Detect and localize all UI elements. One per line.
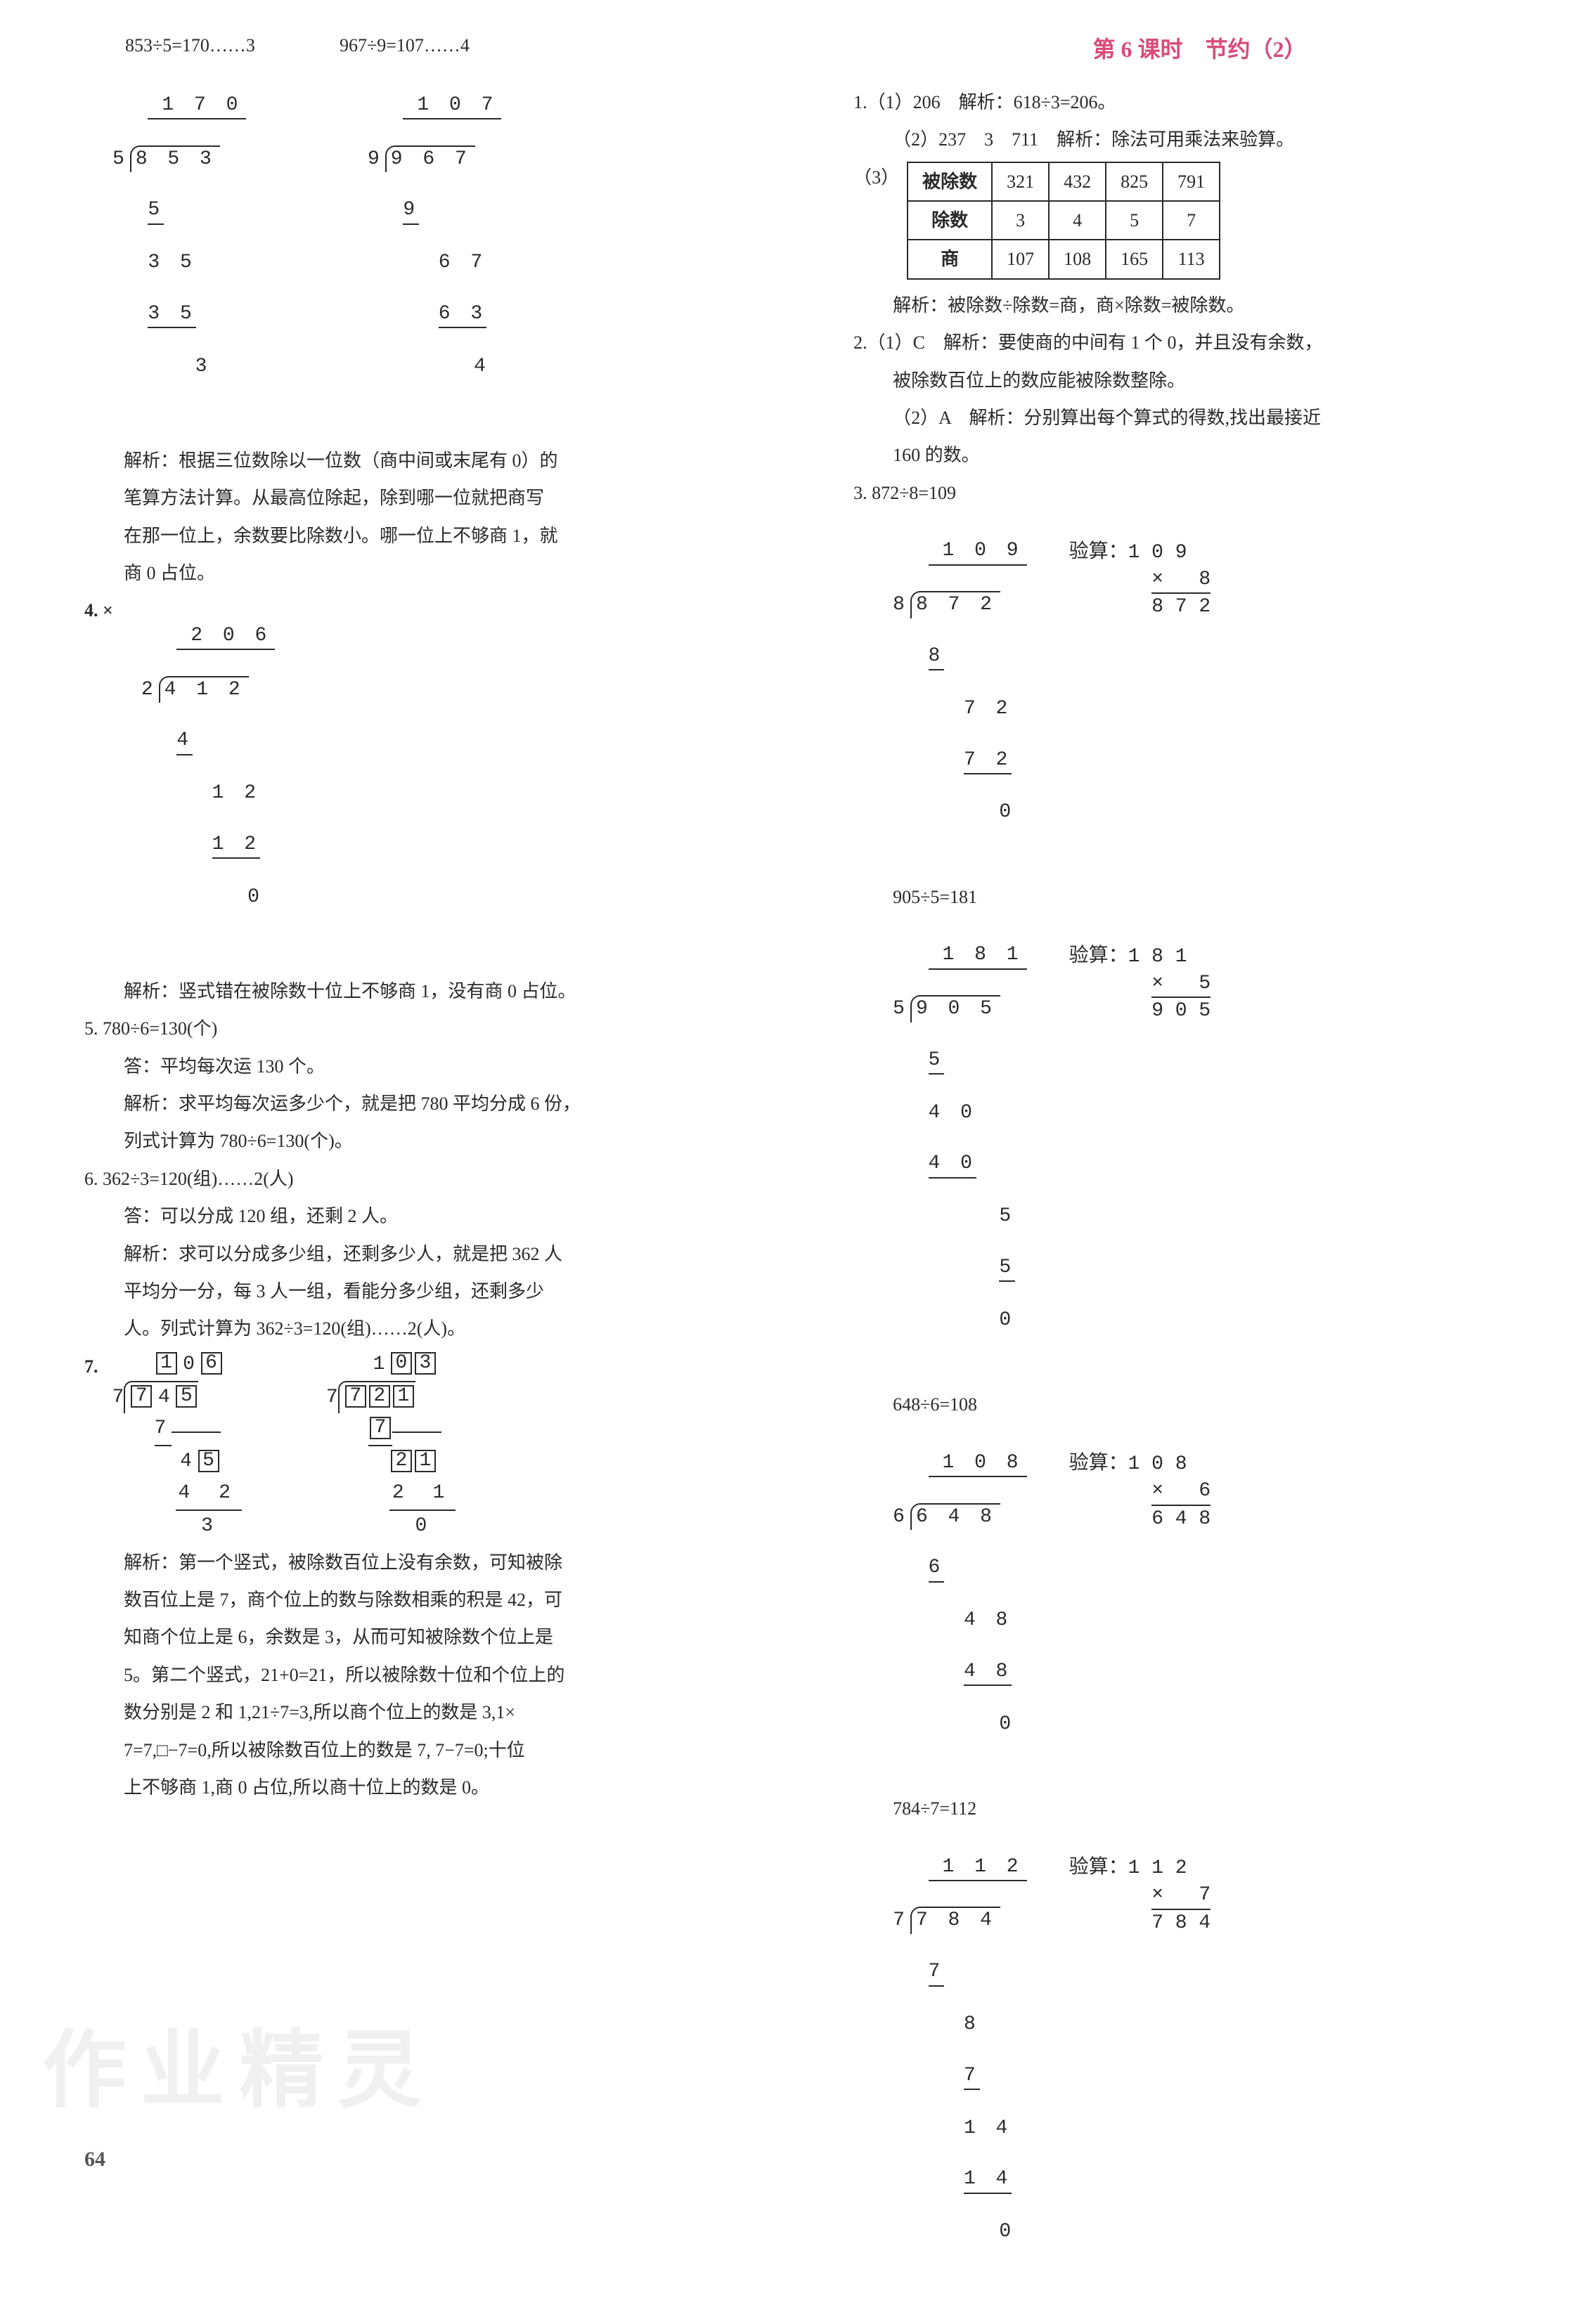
- check-3b: 验算：1 8 1 × 5 9 0 5: [1069, 917, 1211, 1051]
- q6-e: 人。列式计算为 362÷3=120(组)……2(人)。: [84, 1311, 811, 1346]
- q5-a: 5. 780÷6=130(个): [84, 1011, 811, 1046]
- analysis-7-l5: 数分别是 2 和 1,21÷7=3,所以商个位上的数是 3,1×: [84, 1695, 811, 1729]
- q5-c: 解析：求平均每次运多少个，就是把 780 平均分成 6 份，: [84, 1086, 811, 1121]
- analysis-7-l1: 解析：第一个竖式，被除数百位上没有余数，可知被除: [84, 1545, 811, 1580]
- longdiv-3d: 1 1 2 77 8 4 7 8 7 1 4 1 4 0: [893, 1829, 1026, 2296]
- work-3c: 1 0 8 66 4 8 6 4 8 4 8 0 验算：1 0 8 × 6 6 …: [853, 1424, 1546, 1788]
- q5-b: 答：平均每次运 130 个。: [84, 1049, 811, 1084]
- q6-c: 解析：求可以分成多少组，还剩多少人，就是把 362 人: [84, 1237, 811, 1271]
- eq-3d: 784÷7=112: [853, 1791, 1546, 1826]
- analysis-1-l2: 笔算方法计算。从最高位除起，除到哪一位就把商写: [84, 481, 811, 515]
- analysis-4: 解析：竖式错在被除数十位上不够商 1，没有商 0 占位。: [84, 974, 811, 1008]
- longdiv-1: 1 7 0 58 5 3 5 3 5 3 5 3: [112, 67, 255, 430]
- check-3a: 验算：1 0 9 × 8 8 7 2: [1069, 513, 1211, 647]
- work-3a: 1 0 9 88 7 2 8 7 2 7 2 0 验算：1 0 9 × 8 8 …: [853, 513, 1546, 876]
- analysis-7-l4: 5。第二个竖式，21+0=21，所以被除数十位和个位上的: [84, 1658, 811, 1692]
- analysis-1-l3: 在那一位上，余数要比除数小。哪一位上不够商 1，就: [84, 519, 811, 553]
- q4-row: 4. × 2 0 6 24 1 2 4 1 2 1 2 0: [84, 593, 811, 971]
- work-3d: 1 1 2 77 8 4 7 8 7 1 4 1 4 0 验算：1 1 2 × …: [853, 1829, 1546, 2296]
- q6-d: 平均分一分，每 3 人一组，看能分多少组，还剩多少: [84, 1274, 811, 1309]
- r-q1-3-label: （3）: [853, 160, 893, 195]
- r-q2-1b: 被除数百位上的数应能被除数整除。: [853, 363, 1546, 398]
- q6-a: 6. 362÷3=120(组)……2(人): [84, 1162, 811, 1196]
- r-table-analysis: 解析：被除数÷除数=商，商×除数=被除数。: [853, 288, 1546, 323]
- r-q1-1: 1.（1）206 解析：618÷3=206。: [853, 85, 1546, 119]
- r-q1-2: （2）237 3 711 解析：除法可用乘法来验算。: [853, 122, 1546, 157]
- equation-2: 967÷9=107……4: [340, 28, 501, 63]
- eq-3c: 648÷6=108: [853, 1387, 1546, 1422]
- r-q2-2b: 160 的数。: [853, 438, 1546, 472]
- q6-b: 答：可以分成 120 组，还剩 2 人。: [84, 1199, 811, 1233]
- page-container: 853÷5=170……3 1 7 0 58 5 3 5 3 5 3 5 3 96…: [84, 28, 1546, 2296]
- longdiv-3c: 1 0 8 66 4 8 6 4 8 4 8 0: [893, 1424, 1026, 1788]
- r-q2-1a: 2.（1）C 解析：要使商的中间有 1 个 0，并且没有余数，: [853, 325, 1546, 360]
- q7-label: 7.: [84, 1349, 98, 1543]
- analysis-7-l6: 7=7,□−7=0,所以被除数百位上的数是 7, 7−7=0;十位: [84, 1733, 811, 1767]
- equation-1: 853÷5=170……3: [84, 28, 255, 63]
- q7-row: 7. 106 7745 7 45 4 2 3 103 7721 7 21 2 1…: [84, 1349, 811, 1543]
- analysis-1-l1: 解析：根据三位数除以一位数（商中间或末尾有 0）的: [84, 443, 811, 478]
- longdiv-3b: 1 8 1 59 0 5 5 4 0 4 0 5 5 0: [893, 917, 1026, 1384]
- longdiv-3a: 1 0 9 88 7 2 8 7 2 7 2 0: [893, 513, 1026, 876]
- check-3c: 验算：1 0 8 × 6 6 4 8: [1069, 1424, 1211, 1559]
- q7b: 103 7721 7 21 2 1 0: [326, 1349, 456, 1543]
- eq-row: 853÷5=170……3 1 7 0 58 5 3 5 3 5 3 5 3 96…: [84, 28, 811, 441]
- eq-3b: 905÷5=181: [853, 880, 1546, 914]
- analysis-1-l4: 商 0 占位。: [84, 556, 811, 590]
- table-row: 商 107 108 165 113: [908, 240, 1220, 278]
- check-3d: 验算：1 1 2 × 7 7 8 4: [1069, 1829, 1211, 1963]
- right-column: 第 6 课时 节约（2） 1.（1）206 解析：618÷3=206。 （2）2…: [853, 28, 1546, 2296]
- analysis-7-l7: 上不够商 1,商 0 占位,所以商十位上的数是 0。: [84, 1770, 811, 1805]
- lesson-title: 第 6 课时 节约（2）: [853, 28, 1546, 71]
- work-3b: 1 8 1 59 0 5 5 4 0 4 0 5 5 0 验算：1 8 1 × …: [853, 917, 1546, 1384]
- table-row: 除数 3 4 5 7: [908, 201, 1220, 240]
- r-q1-3: （3） 被除数 321 432 825 791 除数 3 4 5 7 商: [853, 160, 1546, 285]
- analysis-7-l3: 知商个位上是 6，余数是 3，从而可知被除数个位上是: [84, 1620, 811, 1654]
- page-number: 64: [84, 2139, 105, 2179]
- left-column: 853÷5=170……3 1 7 0 58 5 3 5 3 5 3 5 3 96…: [84, 28, 811, 2296]
- longdiv-2: 1 0 7 99 6 7 9 6 7 6 3 4: [368, 67, 501, 430]
- q4-label: 4. ×: [84, 593, 113, 628]
- division-table: 被除数 321 432 825 791 除数 3 4 5 7 商 107 108: [907, 162, 1220, 280]
- table-row: 被除数 321 432 825 791: [908, 162, 1220, 201]
- q7a: 106 7745 7 45 4 2 3: [112, 1349, 242, 1543]
- analysis-7-l2: 数百位上是 7，商个位上的数与除数相乘的积是 42，可: [84, 1583, 811, 1617]
- r-q2-2a: （2）A 解析：分别算出每个算式的得数,找出最接近: [853, 401, 1546, 435]
- q5-d: 列式计算为 780÷6=130(个)。: [84, 1124, 811, 1158]
- longdiv-4: 2 0 6 24 1 2 4 1 2 1 2 0: [141, 597, 275, 961]
- r-q3-label: 3. 872÷8=109: [853, 476, 1546, 510]
